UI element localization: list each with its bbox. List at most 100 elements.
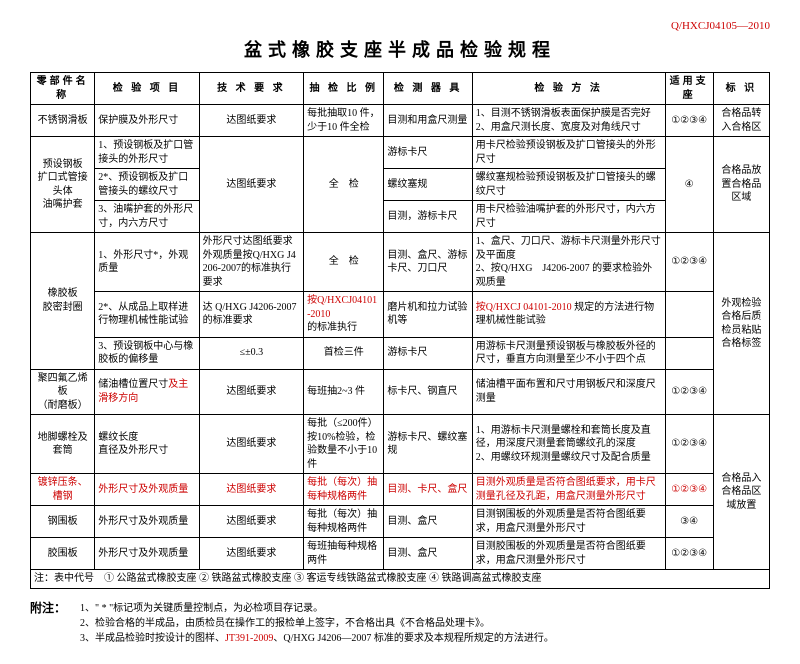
cell-tool: 游标卡尺 — [384, 337, 472, 369]
cell-item: 外形尺寸及外观质量 — [95, 474, 199, 506]
cell-tech: ≤±0.3 — [199, 337, 303, 369]
cell-item: 保护膜及外形尺寸 — [95, 105, 199, 137]
table-row: 3、油嘴护套的外形尺寸，内六方尺寸 目测，游标卡尺 用卡尺检验油嘴护套的外形尺寸… — [31, 201, 770, 233]
cell-scope: ①②③④ — [665, 369, 713, 415]
cell-tool: 目测、盒尺 — [384, 538, 472, 570]
cell-part: 橡胶板 胶密封圈 — [31, 233, 95, 370]
table-row: 不锈钢滑板 保护膜及外形尺寸 达图纸要求 每批抽取10 件，少于10 件全检 目… — [31, 105, 770, 137]
th-tech: 技 术 要 求 — [199, 73, 303, 105]
cell-scope: ①②③④ — [665, 105, 713, 137]
cell-tool: 目测，游标卡尺 — [384, 201, 472, 233]
cell-tech: 达图纸要求 — [199, 137, 303, 233]
table-row: 镀锌压条、槽钢 外形尺寸及外观质量 达图纸要求 每批（每次）抽每种规格两件 目测… — [31, 474, 770, 506]
cell-tech: 达图纸要求 — [199, 474, 303, 506]
table-row: 地脚螺栓及套筒 螺纹长度 直径及外形尺寸 达图纸要求 每批（≤200件）按10%… — [31, 415, 770, 474]
table-row: 钢围板 外形尺寸及外观质量 达图纸要求 每批（每次）抽每种规格两件 目测、盒尺 … — [31, 506, 770, 538]
appendix-item: 2、检验合格的半成品，由质检员在操作工的报检单上签字，不合格出具《不合格品处理卡… — [80, 614, 554, 629]
cell-method: 目测外观质量是否符合图纸要求，用卡尺测量孔径及孔距，用盒尺测量外形尺寸 — [472, 474, 665, 506]
table-header-row: 零部件名称 检 验 项 目 技 术 要 求 抽 检 比 例 检 测 器 具 检 … — [31, 73, 770, 105]
cell-tool: 标卡尺、钢直尺 — [384, 369, 472, 415]
cell-method: 储油槽平面布置和尺寸用钢板尺和深度尺测量 — [472, 369, 665, 415]
inspection-table: 零部件名称 检 验 项 目 技 术 要 求 抽 检 比 例 检 测 器 具 检 … — [30, 72, 770, 589]
appendix-label: 附注： — [30, 599, 80, 644]
cell-item: 1、外形尺寸*，外观质量 — [95, 233, 199, 292]
note-cell: 注：表中代号 ① 公路盆式橡胶支座 ② 铁路盆式橡胶支座 ③ 客运专线铁路盆式橡… — [31, 570, 770, 589]
cell-tech: 外形尺寸达图纸要求 外观质量按Q/HXG J4206-2007的标准执行要求 — [199, 233, 303, 292]
cell-item: 1、预设钢板及扩口管接头的外形尺寸 — [95, 137, 199, 169]
table-row: 2*、预设钢板及扩口管接头的螺纹尺寸 螺纹塞规 螺纹塞规检验预设钢板及扩口管接头… — [31, 169, 770, 201]
cell-tool: 螺纹塞规 — [384, 169, 472, 201]
cell-scope: ④ — [665, 137, 713, 233]
cell-part: 聚四氟乙烯板 （耐磨板） — [31, 369, 95, 415]
cell-scope — [665, 292, 713, 338]
cell-tech: 达图纸要求 — [199, 369, 303, 415]
cell-tool: 目测和用盒尺测量 — [384, 105, 472, 137]
cell-sample: 按Q/HXCJ04101-2010的标准执行 — [304, 292, 384, 338]
cell-scope: ①②③④ — [665, 415, 713, 474]
cell-tech: 达图纸要求 — [199, 105, 303, 137]
cell-item: 外形尺寸及外观质量 — [95, 506, 199, 538]
cell-method: 目测钢围板的外观质量是否符合图纸要求，用盒尺测量外形尺寸 — [472, 506, 665, 538]
appendix: 附注： 1、" * "标记项为关键质量控制点，为必检项目存记录。 2、检验合格的… — [30, 599, 770, 644]
note-row: 注：表中代号 ① 公路盆式橡胶支座 ② 铁路盆式橡胶支座 ③ 客运专线铁路盆式橡… — [31, 570, 770, 589]
cell-item: 3、预设钢板中心与橡胶板的偏移量 — [95, 337, 199, 369]
cell-part: 预设钢板 扩口式管接头体 油嘴护套 — [31, 137, 95, 233]
th-tool: 检 测 器 具 — [384, 73, 472, 105]
cell-sample: 全 检 — [304, 233, 384, 292]
cell-method: 1、用游标卡尺测量螺栓和套筒长度及直径，用深度尺测量套筒螺纹孔的深度 2、用螺纹… — [472, 415, 665, 474]
cell-mark: 合格品入合格品区域放置 — [713, 415, 769, 570]
cell-sample: 每批（每次）抽每种规格两件 — [304, 474, 384, 506]
cell-method: 用卡尺检验预设钢板及扩口管接头的外形尺寸 — [472, 137, 665, 169]
cell-tool: 目测、卡尺、盒尺 — [384, 474, 472, 506]
cell-method: 用卡尺检验油嘴护套的外形尺寸，内六方尺寸 — [472, 201, 665, 233]
cell-scope — [665, 337, 713, 369]
cell-scope: ①②③④ — [665, 233, 713, 292]
appendix-item: 3、半成品检验时按设计的图样、JT391-2009、Q/HXG J4206—20… — [80, 629, 554, 644]
page-title: 盆式橡胶支座半成品检验规程 — [30, 36, 770, 62]
cell-tech: 达 Q/HXG J4206-2007 的标准要求 — [199, 292, 303, 338]
th-item: 检 验 项 目 — [95, 73, 199, 105]
cell-method: 按Q/HXCJ 04101-2010 规定的方法进行物理机械性能试验 — [472, 292, 665, 338]
table-row: 2*、从成品上取样进行物理机械性能试验 达 Q/HXG J4206-2007 的… — [31, 292, 770, 338]
cell-tech: 达图纸要求 — [199, 538, 303, 570]
cell-tool: 目测、盒尺 — [384, 506, 472, 538]
th-mark: 标 识 — [713, 73, 769, 105]
cell-scope: ③④ — [665, 506, 713, 538]
cell-item: 2*、从成品上取样进行物理机械性能试验 — [95, 292, 199, 338]
doc-code: Q/HXCJ04105—2010 — [30, 20, 770, 32]
table-row: 胶围板 外形尺寸及外观质量 达图纸要求 每班抽每种规格两件 目测、盒尺 目测胶围… — [31, 538, 770, 570]
cell-sample: 每批（≤200件）按10%检验，检验数量不小于10 件 — [304, 415, 384, 474]
cell-mark: 合格品放置合格品区域 — [713, 137, 769, 233]
cell-tool: 游标卡尺 — [384, 137, 472, 169]
cell-tech: 达图纸要求 — [199, 415, 303, 474]
cell-part: 不锈钢滑板 — [31, 105, 95, 137]
th-scope: 适用支座 — [665, 73, 713, 105]
cell-method: 1、盒尺、刀口尺、游标卡尺测量外形尺寸及平面度 2、按Q/HXG J4206-2… — [472, 233, 665, 292]
cell-sample: 每班抽2~3 件 — [304, 369, 384, 415]
cell-mark: 合格品转入合格区 — [713, 105, 769, 137]
cell-part: 钢围板 — [31, 506, 95, 538]
appendix-item: 1、" * "标记项为关键质量控制点，为必检项目存记录。 — [80, 599, 554, 614]
cell-tool: 目测、盒尺、游标卡尺、刀口尺 — [384, 233, 472, 292]
cell-item: 3、油嘴护套的外形尺寸，内六方尺寸 — [95, 201, 199, 233]
th-sample: 抽 检 比 例 — [304, 73, 384, 105]
cell-mark: 外观检验合格后质检员粘贴合格标签 — [713, 233, 769, 415]
cell-sample: 每批抽取10 件，少于10 件全检 — [304, 105, 384, 137]
table-row: 预设钢板 扩口式管接头体 油嘴护套 1、预设钢板及扩口管接头的外形尺寸 达图纸要… — [31, 137, 770, 169]
cell-item: 螺纹长度 直径及外形尺寸 — [95, 415, 199, 474]
cell-part: 镀锌压条、槽钢 — [31, 474, 95, 506]
cell-tool: 游标卡尺、螺纹塞规 — [384, 415, 472, 474]
cell-sample: 首检三件 — [304, 337, 384, 369]
cell-method: 目测胶围板的外观质量是否符合图纸要求，用盒尺测量外形尺寸 — [472, 538, 665, 570]
cell-method: 1、目测不锈钢滑板表面保护膜是否完好 2、用盒尺测长度、宽度及对角线尺寸 — [472, 105, 665, 137]
cell-item: 2*、预设钢板及扩口管接头的螺纹尺寸 — [95, 169, 199, 201]
cell-method: 用游标卡尺测量预设钢板与橡胶板外径的尺寸，垂直方向测量至少不小于四个点 — [472, 337, 665, 369]
cell-method: 螺纹塞规检验预设钢板及扩口管接头的螺纹尺寸 — [472, 169, 665, 201]
table-row: 聚四氟乙烯板 （耐磨板） 储油槽位置尺寸及主滑移方向 达图纸要求 每班抽2~3 … — [31, 369, 770, 415]
th-method: 检 验 方 法 — [472, 73, 665, 105]
cell-scope: ①②③④ — [665, 538, 713, 570]
cell-scope: ①②③④ — [665, 474, 713, 506]
cell-part: 地脚螺栓及套筒 — [31, 415, 95, 474]
appendix-list: 1、" * "标记项为关键质量控制点，为必检项目存记录。 2、检验合格的半成品，… — [80, 599, 554, 644]
cell-tech: 达图纸要求 — [199, 506, 303, 538]
